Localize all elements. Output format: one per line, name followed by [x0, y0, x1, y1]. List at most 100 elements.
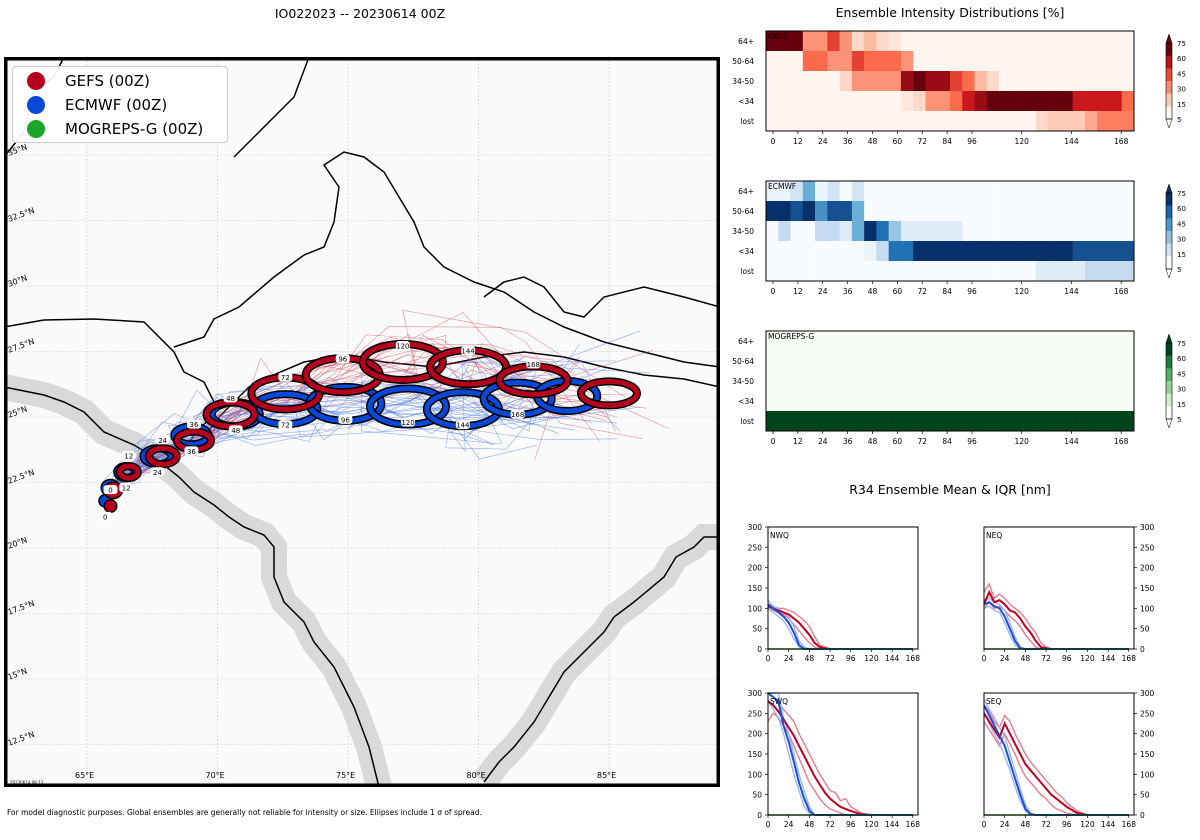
heatmap-cell: [802, 51, 816, 72]
heatmap-cell: [1097, 331, 1110, 352]
heatmap-cell: [790, 411, 804, 432]
heatmap-cell: [888, 201, 902, 222]
r34-x-tick-label: 72: [1041, 820, 1051, 829]
hour-label: 120: [396, 342, 409, 350]
hour-label-bg: [395, 340, 410, 350]
heatmap-cell: [790, 31, 804, 52]
heatmap-cell: [999, 411, 1012, 432]
heatmap-cell: [1023, 411, 1037, 432]
hour-tick-label: 72: [917, 137, 927, 146]
heatmap-cell: [1023, 331, 1037, 352]
heatmap-cell: [900, 241, 914, 262]
heatmap-cell: [1072, 241, 1086, 262]
heatmap-cell: [864, 371, 877, 392]
heatmap-cell: [827, 31, 840, 52]
r34-x-tick-label: 96: [846, 654, 856, 663]
heatmap-cell: [1121, 181, 1135, 202]
heatmap-cell: [888, 111, 902, 132]
heatmap-cell: [1035, 241, 1049, 262]
heatmap-cell: [1072, 221, 1086, 242]
hour-tick-label: 48: [868, 287, 878, 296]
heatmap-cell: [1048, 261, 1061, 282]
heatmap-cell: [827, 91, 840, 112]
heatmap-cell: [986, 371, 1000, 392]
heatmap-cell: [790, 71, 804, 92]
heatmap-cell: [913, 261, 926, 282]
hour-tick-label: 12: [793, 137, 803, 146]
heatmap-cell: [802, 201, 816, 222]
heatmap-cell: [851, 71, 865, 92]
colorbar-segment: [1166, 343, 1172, 356]
colorbar-segment: [1166, 43, 1172, 56]
heatmap-cell: [864, 111, 877, 132]
heatmap-cell: [937, 221, 951, 242]
hour-label: 12: [122, 485, 131, 493]
r34-y-tick-label: 50: [752, 791, 762, 800]
colorbar-frame: [1165, 192, 1173, 270]
hour-tick-label: 0: [771, 437, 776, 446]
heatmap-cell: [937, 371, 951, 392]
heatmap-cell: [1109, 351, 1123, 372]
hour-label: 72: [281, 422, 290, 430]
heatmap-cell: [950, 51, 963, 72]
r34-x-tick-label: 48: [1021, 654, 1031, 663]
heatmap-cell: [790, 371, 804, 392]
r34-x-tick-label: 72: [825, 654, 835, 663]
heatmap-cell: [1048, 411, 1061, 432]
r34-y-tick-label: 250: [748, 543, 763, 552]
heatmap-cell: [851, 411, 865, 432]
heatmap-cell: [802, 71, 816, 92]
colorbar-segment: [1166, 355, 1172, 369]
r34-panel-SWQ: SWQ 0 24 48 72 96 120 144 168 0 50 100 150 200 250 300: [748, 689, 921, 829]
heatmap-cell: [766, 111, 779, 132]
heatmap-cell: [1035, 181, 1049, 202]
heatmap-cell: [888, 371, 902, 392]
longitude-label: 65°E: [75, 771, 95, 780]
r34-x-tick-label: 24: [1000, 654, 1010, 663]
heatmap-cell: [974, 371, 988, 392]
heatmap-cell: [1097, 221, 1110, 242]
heatmap-cell: [999, 111, 1012, 132]
heatmap-cell: [913, 71, 926, 92]
hour-tick-label: 0: [771, 287, 776, 296]
r34-y-tick-label: 150: [748, 750, 763, 759]
heatmap-cell: [888, 221, 902, 242]
heatmap-cell: [999, 181, 1012, 202]
heatmap-cell: [1084, 221, 1098, 242]
heatmap-cell: [1072, 391, 1086, 412]
heatmap-cell: [851, 261, 865, 282]
heatmap-cell: [876, 31, 889, 52]
track-hour-labels: 0 12 24 36 48 72 96 120 144 168 0 12 24 36 48 72 96 120 14…: [98, 340, 541, 521]
r34-panel-label: SEQ: [986, 697, 1001, 706]
heatmap-cell: [1011, 411, 1024, 432]
heatmap-cell: [864, 331, 877, 352]
heatmap-cell: [851, 351, 865, 372]
r34-x-tick-label: 144: [1101, 654, 1116, 663]
hour-tick-label: 48: [868, 437, 878, 446]
heatmap-cell: [1011, 371, 1024, 392]
colorbar-tick-label: 75: [1177, 190, 1186, 198]
r34-x-tick-label: 120: [864, 654, 879, 663]
heatmap-cell: [839, 111, 853, 132]
heatmap-cell: [778, 51, 791, 72]
category-label: <34: [738, 247, 754, 256]
r34-x-tick-label: 168: [906, 820, 921, 829]
heatmap-cell: [1048, 181, 1061, 202]
heatmap-cell: [1048, 201, 1061, 222]
heatmap-cell: [827, 51, 840, 72]
hour-label-bg: [278, 372, 293, 382]
heatmap-cell: [974, 51, 988, 72]
panel-frame: [765, 30, 1135, 132]
r34-y-tick-label: 100: [748, 770, 763, 779]
heatmap-cell: [839, 51, 853, 72]
heatmap-cell: [999, 221, 1012, 242]
colorbar-segment: [1166, 55, 1172, 69]
heatmap-cell: [986, 261, 1000, 282]
heatmap-cell: [950, 31, 963, 52]
legend-label: GEFS (00Z): [65, 72, 150, 90]
heatmap-cell: [1048, 371, 1061, 392]
heatmap-cell: [950, 181, 963, 202]
heatmap-cell: [888, 351, 902, 372]
uncertainty-ellipse: [117, 463, 141, 481]
